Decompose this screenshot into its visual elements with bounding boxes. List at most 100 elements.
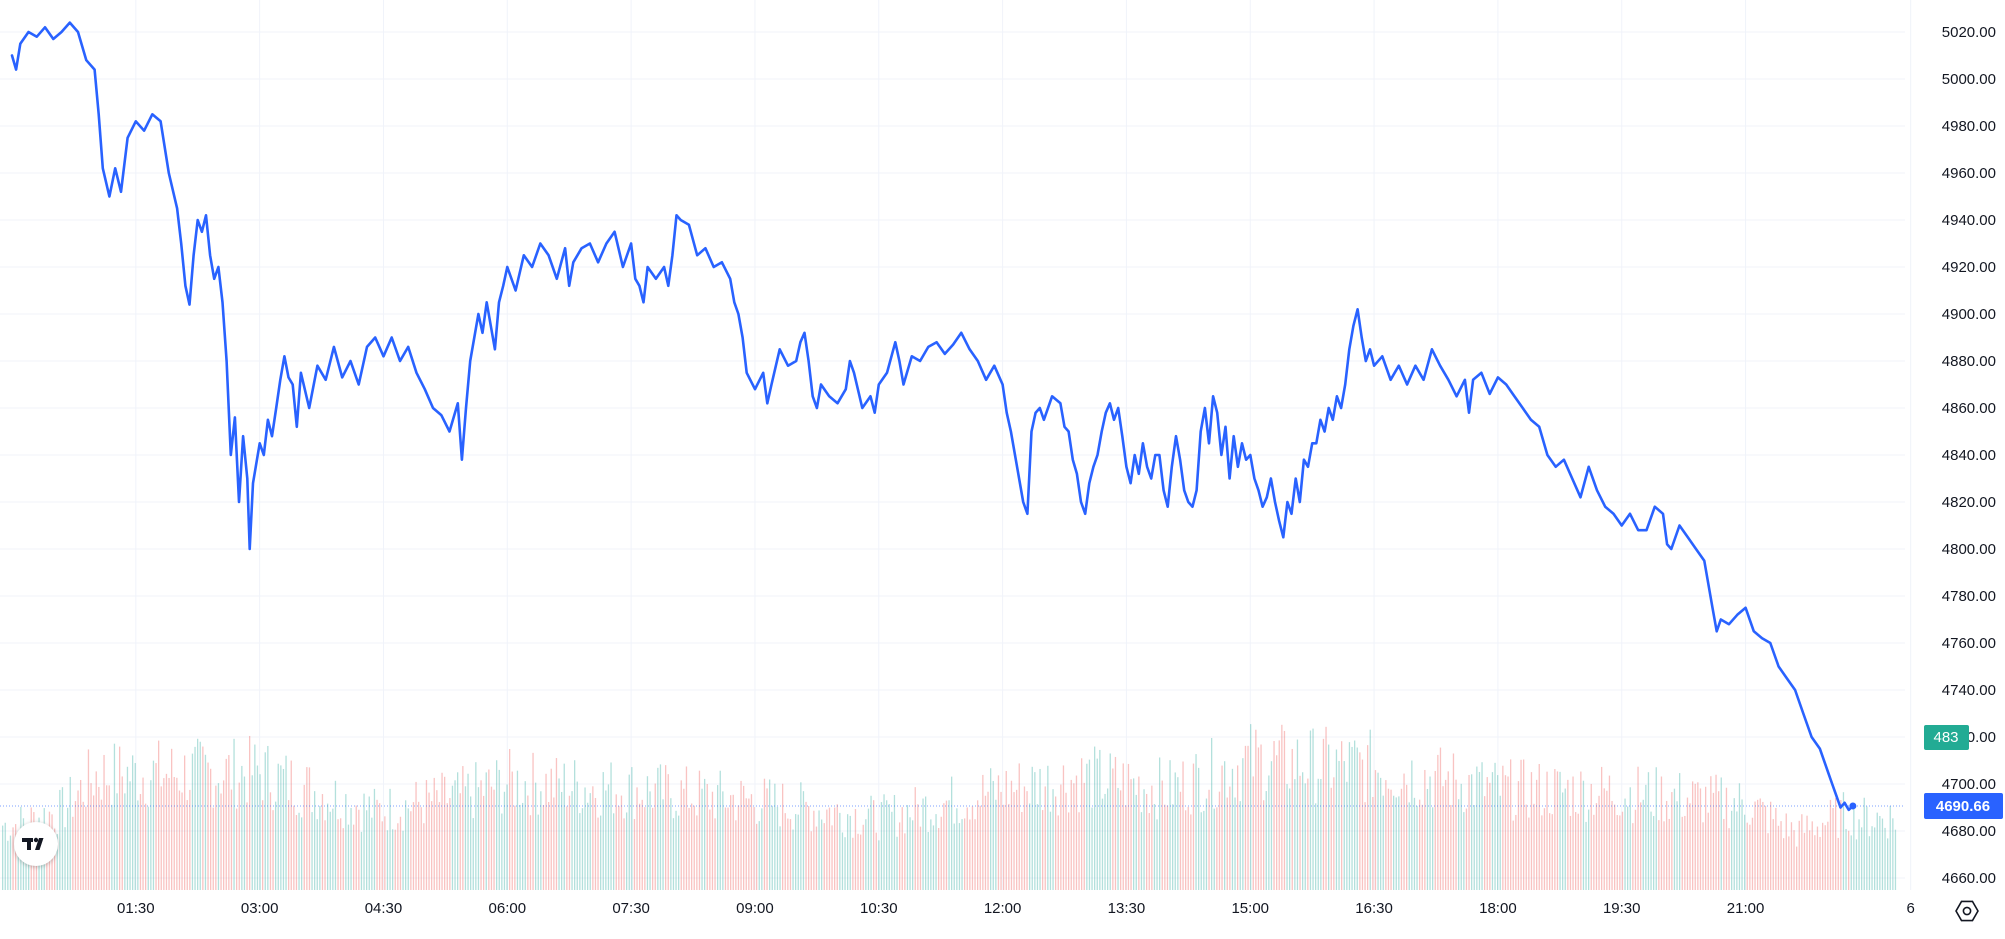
- volume-bar: [1047, 765, 1049, 890]
- volume-bar: [1634, 809, 1637, 890]
- volume-bar: [1463, 812, 1465, 890]
- volume-bar: [945, 800, 948, 890]
- volume-bar: [766, 788, 768, 890]
- volume-bar: [977, 800, 979, 890]
- volume-bar: [862, 824, 864, 890]
- volume-bar: [808, 806, 810, 890]
- volume-bar: [1250, 724, 1252, 890]
- volume-bar: [1676, 801, 1678, 890]
- volume-bar: [696, 815, 698, 890]
- volume-bar: [649, 791, 651, 890]
- volume-bar: [1036, 804, 1039, 890]
- volume-bar: [1068, 812, 1070, 890]
- volume-bar: [548, 802, 550, 890]
- volume-bar: [475, 762, 477, 890]
- volume-bar: [917, 804, 919, 890]
- volume-bar: [1754, 801, 1756, 890]
- volume-bar: [501, 813, 503, 890]
- volume-bar: [1447, 771, 1449, 890]
- volume-bar: [1312, 728, 1314, 890]
- volume-bar: [730, 795, 732, 890]
- volume-bar: [1065, 792, 1067, 890]
- volume-bar: [1026, 791, 1028, 890]
- price-line-series: [10, 21, 1857, 812]
- volume-bar: [763, 778, 766, 890]
- volume-bar: [56, 834, 58, 890]
- volume-bar: [412, 802, 415, 890]
- volume-bar: [1239, 801, 1241, 890]
- volume-bar: [1416, 805, 1418, 890]
- volume-bar: [418, 801, 420, 890]
- volume-bar: [295, 815, 298, 890]
- volume-bar: [1133, 778, 1135, 890]
- volume-bar: [1650, 811, 1652, 890]
- volume-bar: [535, 782, 537, 890]
- volume-bar: [688, 807, 690, 890]
- volume-bar: [95, 771, 97, 890]
- volume-bar: [1585, 821, 1587, 890]
- volume-bar: [1328, 744, 1330, 890]
- volume-bar: [961, 819, 963, 890]
- volume-bar: [1166, 805, 1169, 890]
- volume-bar: [880, 802, 883, 890]
- volume-bar: [1707, 812, 1709, 890]
- volume-bar: [1689, 803, 1691, 890]
- volume-bar: [1606, 790, 1608, 890]
- volume-bar: [1296, 739, 1299, 890]
- volume-bar: [225, 758, 227, 890]
- volume-bar: [1499, 795, 1501, 890]
- volume-bar: [483, 795, 485, 890]
- volume-bar: [1062, 765, 1065, 890]
- volume-bar: [1517, 781, 1520, 890]
- volume-bar: [399, 816, 402, 890]
- volume-bar: [537, 814, 539, 890]
- volume-bar: [1762, 801, 1764, 890]
- volume-bar: [433, 777, 435, 890]
- volume-bar: [254, 744, 256, 890]
- volume-bar: [1385, 780, 1387, 890]
- volume-bar: [228, 755, 230, 890]
- tradingview-logo[interactable]: [14, 822, 58, 866]
- price-tick-label: 4840.00: [1942, 447, 1996, 464]
- volume-bar: [1751, 817, 1754, 890]
- volume-bar: [290, 760, 292, 890]
- volume-bar: [740, 780, 742, 890]
- volume-bar: [303, 784, 305, 890]
- volume-bar: [1221, 765, 1223, 890]
- time-tick-label: 01:30: [117, 900, 155, 917]
- volume-bar: [748, 798, 750, 890]
- volume-bar: [1811, 821, 1813, 890]
- price-axis[interactable]: 5020.00 5000.00 4980.00 4960.00 4940.00 4920.…: [1942, 24, 1996, 887]
- volume-bar: [709, 809, 711, 890]
- volume-bar: [964, 818, 966, 890]
- price-tick-label: 4980.00: [1942, 118, 1996, 135]
- volume-bar: [1018, 763, 1020, 890]
- volume-bar: [1179, 791, 1182, 890]
- volume-bar: [1559, 771, 1561, 890]
- volume-bar: [1660, 776, 1663, 890]
- volume-bar: [506, 784, 508, 890]
- volume-bar: [1471, 774, 1473, 890]
- chart-settings-button[interactable]: [1953, 897, 1981, 925]
- volume-bar: [860, 834, 862, 890]
- volume-bar: [1359, 752, 1361, 890]
- volume-bar: [1780, 821, 1782, 890]
- volume-bar: [217, 783, 220, 890]
- volume-bar: [1892, 818, 1894, 890]
- volume-bar: [191, 753, 194, 890]
- volume-bar: [1863, 797, 1865, 890]
- volume-bar: [1164, 804, 1166, 890]
- volume-bar: [1439, 747, 1442, 890]
- volume-bar: [340, 818, 342, 890]
- volume-bar: [828, 807, 831, 890]
- volume-bar: [1819, 836, 1821, 890]
- volume-bar: [1894, 829, 1897, 890]
- volume-bar: [126, 766, 129, 890]
- volume-bar: [1224, 761, 1226, 890]
- volume-bar: [459, 793, 461, 890]
- volume-bar: [1749, 824, 1751, 890]
- volume-bar: [1476, 766, 1478, 890]
- volume-bar: [1598, 795, 1600, 890]
- time-axis[interactable]: 01:30 03:00 04:30 06:00 07:30 09:00 10:30 12:00…: [117, 900, 1915, 917]
